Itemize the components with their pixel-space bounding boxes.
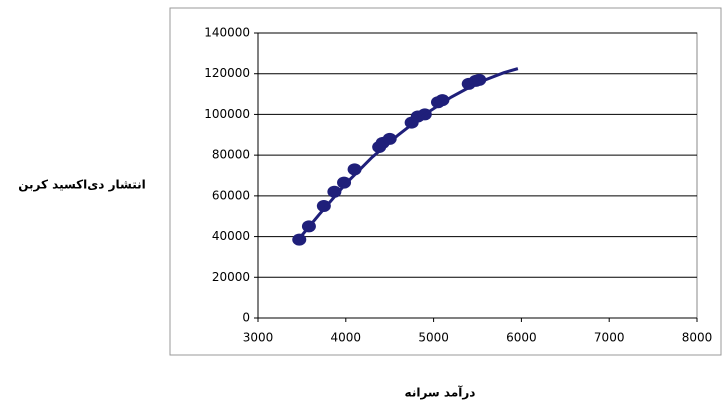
y-tick-label: 0 xyxy=(242,311,250,325)
data-point xyxy=(435,94,450,107)
y-axis-label: انتشار دی‌اکسید کربن xyxy=(18,178,146,192)
chart-frame xyxy=(169,7,722,356)
y-tick-label: 80000 xyxy=(212,148,250,162)
x-axis-label: درآمد سرانه xyxy=(405,385,476,400)
data-point xyxy=(382,132,397,145)
x-tick-label: 5000 xyxy=(418,331,449,345)
x-tick-label: 4000 xyxy=(331,331,362,345)
x-tick-label: 6000 xyxy=(506,331,537,345)
y-tick-label: 120000 xyxy=(204,66,250,80)
y-tick-label: 40000 xyxy=(212,229,250,243)
y-tick-label: 140000 xyxy=(204,26,250,40)
x-tick-label: 8000 xyxy=(682,331,713,345)
x-tick-label: 7000 xyxy=(594,331,625,345)
y-tick-label: 100000 xyxy=(204,107,250,121)
trend-line xyxy=(296,67,519,242)
y-tick-label: 60000 xyxy=(212,188,250,202)
y-tick-label: 20000 xyxy=(212,270,250,284)
x-tick-label: 3000 xyxy=(243,331,274,345)
data-point xyxy=(337,176,352,189)
